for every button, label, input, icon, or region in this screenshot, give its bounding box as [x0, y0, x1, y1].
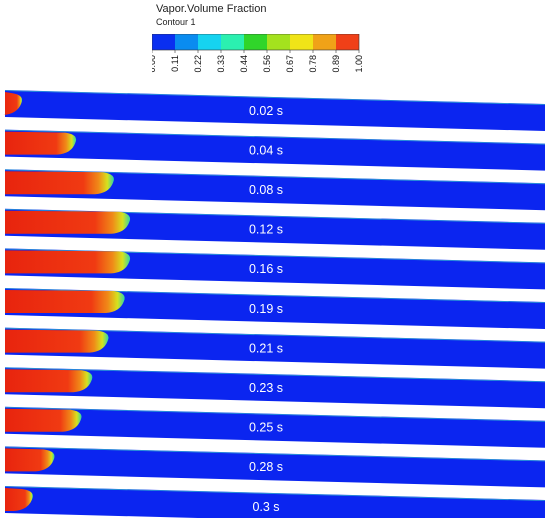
time-label: 0.16 s: [249, 262, 283, 276]
colorbar-tick-label: 0.89: [331, 55, 341, 73]
vapor-region: [5, 250, 131, 274]
vapor-region: [5, 329, 109, 353]
vapor-region: [3, 92, 23, 115]
snapshot-band: 0.12 s: [4, 208, 546, 250]
time-label: 0.12 s: [249, 223, 283, 237]
colorbar-segment: [244, 34, 267, 50]
colorbar-segment: [290, 34, 313, 50]
time-label: 0.02 s: [249, 104, 283, 118]
snapshot-band: 0.3 s: [4, 486, 546, 518]
colorbar-tick-label: 1.00: [354, 55, 364, 73]
time-label: 0.25 s: [249, 421, 283, 435]
liquid-region: [5, 367, 545, 409]
liquid-region: [5, 129, 545, 171]
liquid-region: [5, 248, 545, 290]
vapor-region: [5, 290, 125, 313]
snapshot-band: 0.04 s: [4, 129, 546, 171]
colorbar-segment: [267, 34, 290, 50]
liquid-region: [5, 406, 545, 448]
colorbar-segment: [152, 34, 175, 50]
colorbar-tick-label: 0.33: [216, 55, 226, 73]
vapor-region: [5, 408, 82, 432]
snapshot-band: 0.02 s: [3, 90, 546, 131]
time-label: 0.3 s: [252, 500, 279, 514]
snapshot-band: 0.23 s: [4, 367, 546, 409]
snapshot-band: 0.21 s: [4, 327, 546, 369]
time-label: 0.08 s: [249, 183, 283, 197]
colorbar-tick-label: 0.56: [262, 55, 272, 73]
colorbar-segment: [198, 34, 221, 50]
time-label: 0.19 s: [249, 302, 283, 316]
time-label: 0.21 s: [249, 341, 283, 355]
colorbar-tick-label: 0.67: [285, 55, 295, 73]
colorbar-tick-label: 0.44: [239, 55, 249, 73]
colorbar-segment: [175, 34, 198, 50]
colorbar-tick-label: 0.11: [170, 55, 180, 72]
colorbar-segment: [313, 34, 336, 50]
snapshot-band: 0.28 s: [4, 446, 546, 488]
liquid-region: [5, 327, 545, 369]
colorbar-segment: [221, 34, 244, 50]
colorbar-tick-label: 0.22: [193, 55, 203, 73]
snapshot-band: 0.08 s: [4, 169, 546, 211]
liquid-region: [5, 486, 545, 518]
vapor-region: [5, 448, 55, 472]
snapshot-band: 0.25 s: [4, 406, 546, 448]
snapshot-band: 0.19 s: [4, 288, 546, 329]
liquid-region: [5, 169, 545, 211]
time-label: 0.23 s: [249, 381, 283, 395]
liquid-region: [5, 446, 545, 488]
vapor-region: [5, 369, 93, 393]
colorbar-tick-label: 0.78: [308, 55, 318, 73]
colorbar-tick-label: 0.00: [152, 55, 157, 73]
vapor-region: [5, 488, 33, 511]
liquid-region: [5, 90, 545, 131]
legend-subtitle: Contour 1: [156, 17, 196, 27]
colorbar: 0.00 0.11 0.22 0.33 0.44 0.56 0.67 0.78 0.89 1.00: [152, 34, 364, 73]
time-label: 0.28 s: [249, 460, 283, 474]
snapshot-band: 0.16 s: [4, 248, 546, 290]
vapor-region: [5, 210, 131, 234]
liquid-region: [5, 208, 545, 250]
liquid-region: [5, 288, 545, 329]
vapor-region: [5, 131, 77, 155]
time-label: 0.04 s: [249, 143, 283, 157]
legend-title: Vapor.Volume Fraction: [156, 3, 267, 15]
vapor-region: [5, 171, 114, 195]
colorbar-segment: [336, 34, 359, 50]
